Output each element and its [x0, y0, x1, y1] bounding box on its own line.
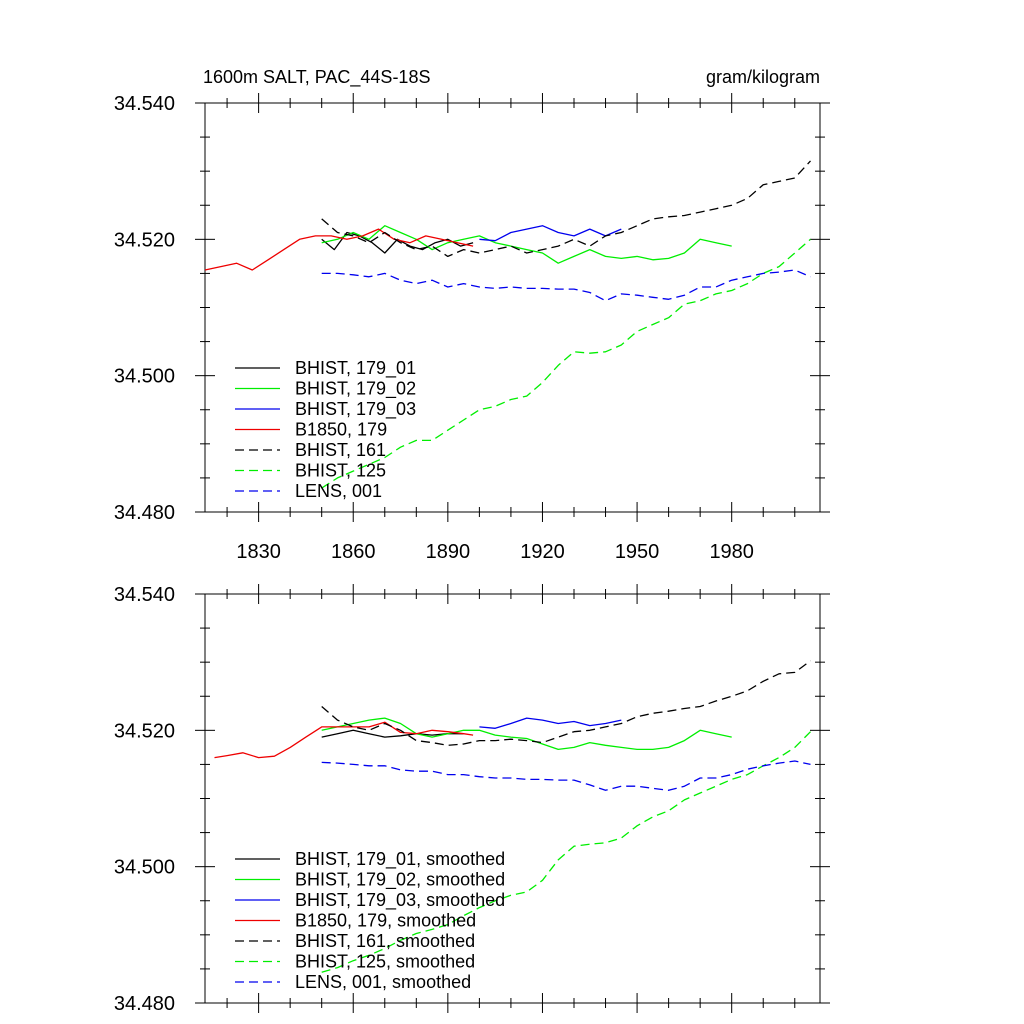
y-tick-label: 34.520	[114, 229, 175, 251]
legend-label: BHIST, 179_03, smoothed	[295, 890, 505, 911]
y-tick-label: 34.520	[114, 720, 175, 742]
chart-title: 1600m SALT, PAC_44S-18S	[203, 67, 430, 88]
legend-label: LENS, 001, smoothed	[295, 972, 471, 992]
x-tick-label: 1830	[236, 541, 281, 563]
legend-label: BHIST, 179_02, smoothed	[295, 870, 505, 891]
legend-label: BHIST, 179_03	[295, 399, 416, 420]
series-line	[321, 269, 811, 302]
legend-label: BHIST, 125	[295, 461, 386, 481]
y-tick-label: 34.500	[114, 857, 175, 879]
legend-label: B1850, 179, smoothed	[295, 911, 476, 931]
bottom-panel: 34.480 34.500 34.520 34.540 BHIST, 179_01, …	[114, 584, 830, 1015]
tick-marks	[195, 93, 830, 522]
series-line	[321, 731, 811, 973]
series-lines	[214, 660, 811, 973]
legend-label: BHIST, 161	[295, 440, 386, 460]
series-line	[321, 729, 464, 738]
series-line	[214, 721, 474, 759]
legend-label: B1850, 179	[295, 420, 387, 440]
top-panel: 1600m SALT, PAC_44S-18S gram/kilogram 34…	[114, 67, 830, 563]
series-line	[321, 225, 732, 264]
x-tick-label: 1890	[426, 541, 471, 563]
x-tick-label: 1860	[331, 541, 376, 563]
series-line	[479, 717, 622, 729]
series-lines	[204, 160, 811, 489]
legend-label: BHIST, 179_02	[295, 379, 416, 400]
legend-label: BHIST, 179_01, smoothed	[295, 849, 505, 870]
series-line	[321, 238, 811, 489]
series-line	[204, 228, 474, 271]
y-tick-label: 34.480	[114, 502, 175, 524]
y-tick-labels: 34.480 34.500 34.520 34.540	[114, 584, 175, 1015]
series-line	[321, 717, 732, 751]
legend-label: LENS, 001	[295, 481, 382, 501]
y-tick-label: 34.500	[114, 366, 175, 388]
units-label: gram/kilogram	[706, 67, 820, 87]
y-tick-label: 34.540	[114, 584, 175, 606]
x-tick-labels: 1830 1860 1890 1920 1950 1980	[236, 541, 754, 563]
legend-label: BHIST, 125, smoothed	[295, 952, 475, 972]
series-line	[321, 231, 474, 254]
series-line	[321, 660, 811, 746]
x-tick-label: 1920	[520, 541, 565, 563]
y-tick-label: 34.540	[114, 93, 175, 115]
y-tick-labels: 34.480 34.500 34.520 34.540	[114, 93, 175, 524]
series-line	[479, 225, 622, 242]
series-line	[321, 760, 811, 791]
series-line	[321, 160, 811, 258]
legend-label: BHIST, 179_01	[295, 358, 416, 379]
x-tick-label: 1950	[615, 541, 660, 563]
x-tick-label: 1980	[709, 541, 754, 563]
y-tick-label: 34.480	[114, 993, 175, 1015]
legend-label: BHIST, 161, smoothed	[295, 931, 475, 951]
tick-marks	[195, 584, 830, 1013]
